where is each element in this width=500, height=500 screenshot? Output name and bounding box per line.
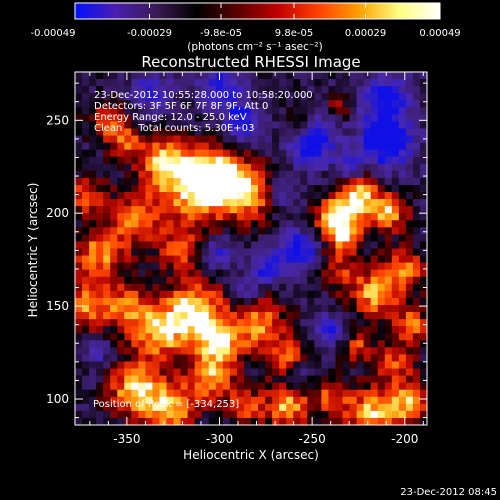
annotation-peak: Position of Peak = [-334,253]	[93, 399, 239, 410]
colorbar	[74, 2, 441, 20]
annotation-time-range: 23-Dec-2012 10:55:28.000 to 10:58:20.000	[94, 90, 313, 101]
colorbar-tick-label: 0.00049	[419, 28, 460, 39]
annotation-energy: Energy Range: 12.0 - 25.0 keV	[94, 112, 247, 123]
y-tick-label: 150	[46, 299, 69, 313]
x-axis-label: Heliocentric X (arcsec)	[183, 448, 319, 462]
colorbar-units-label: (photons cm⁻² s⁻¹ asec⁻²)	[187, 41, 322, 53]
plot-frame	[74, 71, 428, 426]
colorbar-tick-label: -9.8e-05	[200, 28, 242, 39]
x-tick-label: -350	[113, 432, 140, 446]
colorbar-tick-label: 9.8e-05	[275, 28, 313, 39]
y-tick-label: 250	[46, 113, 69, 127]
colorbar-ticks: -0.00049 -0.00029 -9.8e-05 9.8e-05 0.00029 0.…	[31, 3, 461, 39]
colorbar-tick-label: -0.00049	[31, 28, 76, 39]
heatmap-image	[75, 72, 427, 425]
annotation-clean: Clean Total counts: 5.30E+03	[94, 123, 254, 134]
x-tick-label: -300	[206, 432, 233, 446]
y-tick-label: 200	[46, 206, 69, 220]
y-tick-label: 100	[46, 392, 69, 406]
footer-timestamp: 23-Dec-2012 08:45	[400, 487, 497, 498]
y-axis-label: Heliocentric Y (arcsec)	[26, 183, 40, 318]
x-tick-label: -200	[391, 432, 418, 446]
x-tick-label: -250	[299, 432, 326, 446]
axis-ticks: -350 -300 -250 -200 100 150 200 250	[46, 72, 427, 446]
annotation-detectors: Detectors: 3F 5F 6F 7F 8F 9F, Att 0	[94, 101, 268, 112]
colorbar-tick-label: 0.00029	[345, 28, 386, 39]
colorbar-tick-label: -0.00029	[127, 28, 172, 39]
chart-title: Reconstructed RHESSI Image	[141, 53, 360, 71]
